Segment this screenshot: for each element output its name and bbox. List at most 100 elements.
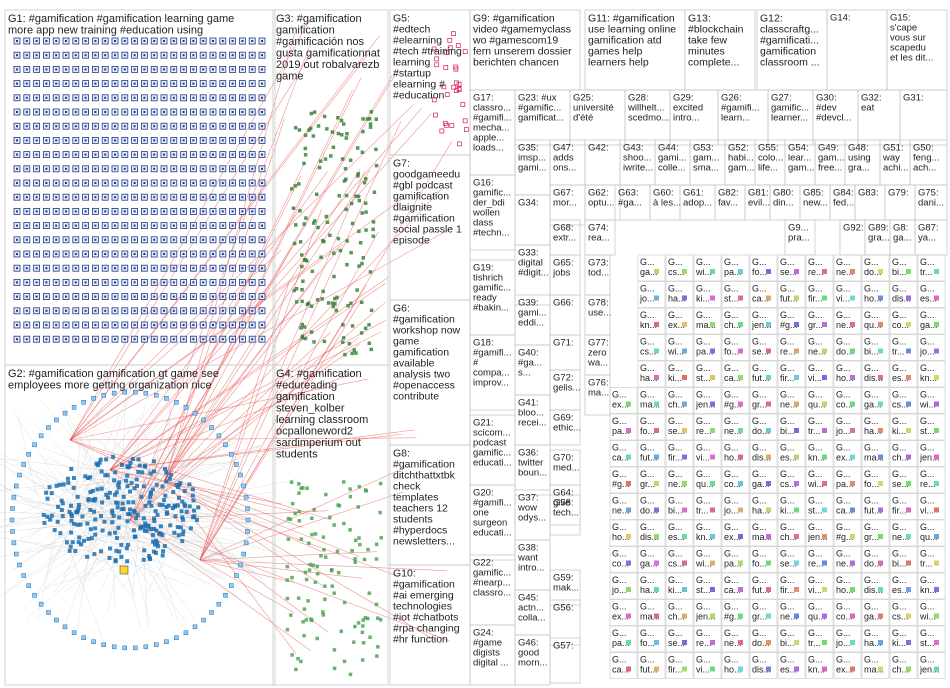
g3-node — [340, 340, 345, 344]
group-label-g40: #ga... — [518, 358, 542, 369]
g2-outer-node — [32, 592, 37, 598]
g2-node — [99, 486, 104, 491]
g2-node — [116, 482, 121, 487]
edge — [0, 458, 112, 514]
g2-outer-node — [154, 392, 159, 398]
g1-node-core — [74, 210, 77, 213]
small-group-keyword: jo... — [835, 638, 851, 648]
g1-node-core — [133, 253, 136, 255]
g3-node — [309, 111, 314, 116]
g3-node — [344, 136, 349, 140]
g1-node-core — [25, 68, 28, 71]
highlight-edge — [109, 469, 282, 505]
g2-node — [182, 502, 187, 507]
g4-node — [335, 549, 340, 554]
small-group-node — [626, 613, 631, 619]
small-group-keyword: ha... — [864, 638, 882, 648]
edge — [117, 516, 218, 569]
group-label-g28: willhelt... — [627, 103, 664, 114]
g2-outer-node — [241, 551, 246, 557]
g1-node-core — [65, 111, 67, 113]
g1-node-core — [65, 54, 67, 57]
small-group-box — [861, 254, 890, 282]
small-group-box — [749, 360, 778, 388]
g1-node-core — [163, 267, 165, 270]
g1-node-core — [114, 281, 116, 284]
g3-node — [350, 221, 355, 226]
group-label-g8: students — [393, 514, 433, 526]
small-group-box — [917, 360, 946, 388]
g1-node-core — [172, 82, 175, 85]
small-group-label: G... — [780, 602, 795, 612]
small-group-label: G... — [920, 416, 935, 426]
g2-node — [155, 512, 160, 517]
g2-node — [129, 480, 134, 485]
g1-node-core — [65, 139, 67, 142]
g1-node-core — [84, 40, 87, 42]
group-label-g8: newsletters... — [393, 536, 455, 548]
g1-node-core — [251, 309, 254, 312]
small-group-node — [682, 481, 687, 486]
small-group-label: G... — [808, 496, 823, 506]
small-group-node — [906, 587, 911, 592]
small-group-label: G... — [836, 337, 851, 347]
small-group-label: G... — [696, 655, 711, 665]
g2-node — [98, 457, 103, 462]
g4-node — [367, 591, 372, 595]
small-group-label: G... — [640, 549, 655, 559]
g3-node — [360, 211, 364, 215]
small-group-node — [934, 640, 939, 645]
small-group-keyword: jen... — [919, 665, 940, 675]
small-group-box — [889, 334, 918, 361]
g3-node — [363, 201, 368, 205]
small-group-label: G... — [724, 575, 739, 585]
g1-node-core — [74, 40, 77, 42]
g2-highlight-node — [119, 565, 129, 575]
g2-node — [125, 473, 130, 478]
g2-node — [79, 542, 84, 547]
small-group-keyword: ki... — [668, 373, 682, 383]
small-group-node — [934, 295, 939, 301]
g1-node-core — [231, 153, 234, 156]
group-label-g13: complete... — [688, 57, 739, 69]
g4-node — [353, 557, 357, 561]
g2-node — [169, 472, 174, 477]
small-group-box — [721, 493, 750, 520]
small-group-box — [777, 546, 806, 573]
g1-node-core — [192, 54, 195, 57]
g2-node — [149, 503, 154, 508]
small-group-node — [878, 295, 883, 301]
small-group-box — [833, 519, 862, 547]
g1-node-core — [104, 196, 107, 199]
highlight-edge — [199, 559, 447, 571]
g1-node-core — [172, 281, 175, 284]
g1-node-core — [104, 167, 107, 170]
small-group-box — [637, 334, 666, 361]
group-label-g8: #hyperdocs — [393, 525, 447, 537]
g1-node-core — [182, 153, 185, 156]
g1-node-core — [94, 267, 97, 270]
g1-node-core — [202, 182, 205, 184]
group-label-g12: #gamificati... — [760, 35, 819, 47]
g1-node-core — [163, 111, 165, 113]
group-label-g22: classro... — [473, 588, 511, 599]
small-group-box — [665, 599, 694, 626]
g1-node-core — [172, 167, 175, 170]
g1-node-core — [192, 125, 195, 128]
group-label-g5: #elearning — [393, 35, 442, 47]
g1-node-core — [16, 111, 18, 113]
g2-node — [148, 490, 153, 495]
g1-node-core — [241, 182, 244, 184]
small-group-label: G... — [920, 363, 935, 373]
g1-node-core — [192, 68, 195, 71]
small-group-box — [637, 466, 666, 494]
small-group-keyword: gr... — [752, 612, 767, 622]
small-group-box — [609, 466, 638, 494]
g3-node — [360, 300, 364, 305]
g2-outer-node — [54, 617, 59, 623]
g1-node-core — [133, 238, 136, 241]
small-group-node — [710, 666, 715, 672]
g5-node — [449, 123, 455, 128]
group-label-g60: G60: — [653, 188, 674, 199]
small-group-label: G... — [752, 310, 767, 320]
